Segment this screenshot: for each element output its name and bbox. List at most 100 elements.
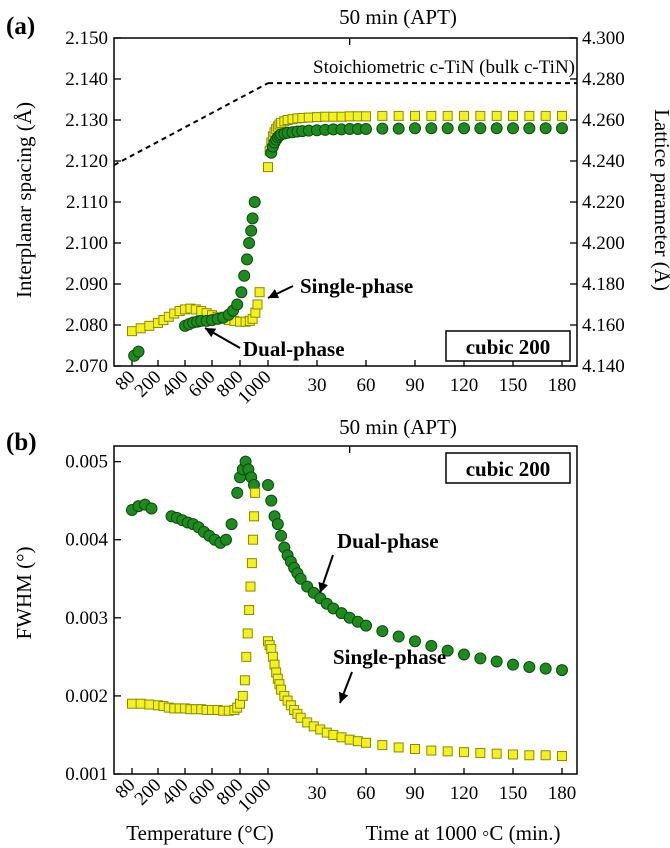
data-point-single bbox=[459, 110, 469, 121]
panel-a-frame bbox=[113, 37, 578, 367]
series-single bbox=[127, 110, 567, 337]
x-tick-label-temperature: 1000 bbox=[234, 367, 276, 409]
x-tick-label-time: 120 bbox=[450, 375, 479, 396]
data-point-single bbox=[475, 747, 486, 758]
panel-a-top-label: 50 min (APT) bbox=[339, 5, 457, 29]
svg-text:cubic 200: cubic 200 bbox=[466, 457, 551, 481]
data-point-single bbox=[524, 110, 535, 121]
data-point-single bbox=[254, 287, 265, 298]
data-point-dual bbox=[360, 123, 372, 136]
panel-a-plot-area bbox=[113, 82, 577, 362]
data-point-dual bbox=[225, 518, 238, 531]
data-point-single bbox=[144, 320, 155, 331]
panel-b-frame bbox=[113, 445, 578, 775]
data-point-dual bbox=[275, 529, 288, 542]
panel-b-annotation-single: Single-phase bbox=[333, 645, 446, 669]
panel-a-reference-label: Stoichiometric c-TiN (bulk c-TiN) bbox=[313, 57, 575, 78]
data-point-single bbox=[361, 111, 371, 122]
y-tick-label: 2.100 bbox=[65, 233, 108, 254]
y-right-tick-label: 4.160 bbox=[582, 315, 625, 336]
data-point-dual bbox=[360, 619, 372, 632]
data-point-single bbox=[377, 110, 388, 121]
data-point-dual bbox=[220, 533, 232, 546]
data-point-dual bbox=[425, 122, 438, 135]
data-point-single bbox=[135, 323, 146, 334]
y-right-tick-label: 4.140 bbox=[582, 356, 625, 377]
data-point-single bbox=[442, 746, 453, 757]
series-single bbox=[127, 487, 567, 762]
data-point-single bbox=[237, 690, 248, 701]
data-point-dual bbox=[425, 639, 438, 652]
y-tick-label: 2.120 bbox=[65, 151, 108, 172]
data-point-dual bbox=[490, 122, 503, 135]
x-tick-label-time: 90 bbox=[406, 375, 425, 396]
data-point-single bbox=[344, 111, 355, 122]
data-point-single bbox=[144, 699, 155, 710]
data-point-dual bbox=[441, 122, 454, 135]
data-point-single bbox=[442, 110, 453, 121]
arrow-single-phase-a bbox=[267, 285, 294, 299]
data-point-single bbox=[252, 299, 263, 310]
data-point-dual bbox=[523, 661, 536, 674]
data-point-dual bbox=[265, 494, 278, 507]
data-point-single bbox=[127, 326, 137, 337]
panel-a-annotation-single: Single-phase bbox=[300, 274, 413, 298]
data-point-single bbox=[377, 740, 388, 751]
x-tick-label-time: 180 bbox=[548, 783, 577, 804]
data-point-dual bbox=[231, 486, 244, 499]
data-point-dual bbox=[539, 122, 552, 135]
arrow-dual-phase-b bbox=[318, 554, 334, 594]
data-point-dual bbox=[235, 286, 248, 299]
x-tick-label-time: 60 bbox=[357, 375, 376, 396]
panel-a: (a) 50 min (APT) Interplanar spacing (Å)… bbox=[6, 5, 670, 408]
panel-a-label: (a) bbox=[6, 13, 35, 40]
data-point-single bbox=[127, 698, 137, 709]
y-right-tick-label: 4.220 bbox=[582, 192, 625, 213]
data-point-single bbox=[524, 750, 535, 761]
data-point-single bbox=[426, 110, 437, 121]
data-point-single bbox=[491, 110, 502, 121]
data-point-dual bbox=[241, 253, 253, 266]
data-point-single bbox=[242, 628, 253, 639]
data-point-single bbox=[303, 112, 314, 123]
data-point-single bbox=[459, 747, 469, 758]
y-right-tick-label: 4.260 bbox=[582, 110, 625, 131]
data-point-dual bbox=[376, 122, 389, 135]
data-point-single bbox=[410, 110, 420, 121]
panel-b-annotation-dual: Dual-phase bbox=[337, 529, 439, 553]
y-right-tick-label: 4.200 bbox=[582, 233, 625, 254]
arrow-dual-phase-a bbox=[204, 327, 241, 349]
data-point-dual bbox=[523, 122, 536, 135]
data-point-dual bbox=[458, 648, 470, 661]
y-tick-label: 0.003 bbox=[65, 608, 108, 629]
data-point-single bbox=[328, 111, 339, 122]
y-right-tick-label: 4.300 bbox=[582, 28, 625, 49]
data-point-single bbox=[241, 651, 252, 662]
data-point-dual bbox=[490, 655, 503, 668]
data-point-dual bbox=[392, 122, 405, 135]
data-point-single bbox=[410, 744, 420, 755]
panel-b-axes: 0.0010.0020.0030.0040.005802004006008001… bbox=[65, 446, 576, 816]
data-point-single bbox=[352, 736, 363, 747]
data-point-single bbox=[246, 558, 257, 569]
y-tick-label: 2.150 bbox=[65, 28, 108, 49]
data-point-single bbox=[245, 581, 256, 592]
y-tick-label: 2.090 bbox=[65, 274, 108, 295]
data-point-single bbox=[426, 745, 437, 756]
series-dual bbox=[128, 122, 568, 362]
panel-a-ylabel: Interplanar spacing (Å) bbox=[12, 102, 36, 298]
data-point-single bbox=[557, 751, 567, 762]
x-tick-label-time: 180 bbox=[548, 375, 577, 396]
data-point-single bbox=[250, 307, 261, 318]
data-point-dual bbox=[507, 658, 519, 671]
x-tick-label-time: 90 bbox=[406, 783, 425, 804]
series-dual bbox=[126, 455, 568, 677]
data-point-single bbox=[491, 748, 502, 759]
data-point-dual bbox=[556, 664, 568, 677]
data-point-single bbox=[263, 162, 273, 173]
data-point-dual bbox=[539, 662, 552, 675]
data-point-single bbox=[540, 110, 551, 121]
panel-a-ylabel-right: Lattice parameter (Å) bbox=[650, 109, 670, 291]
data-point-single bbox=[475, 110, 486, 121]
